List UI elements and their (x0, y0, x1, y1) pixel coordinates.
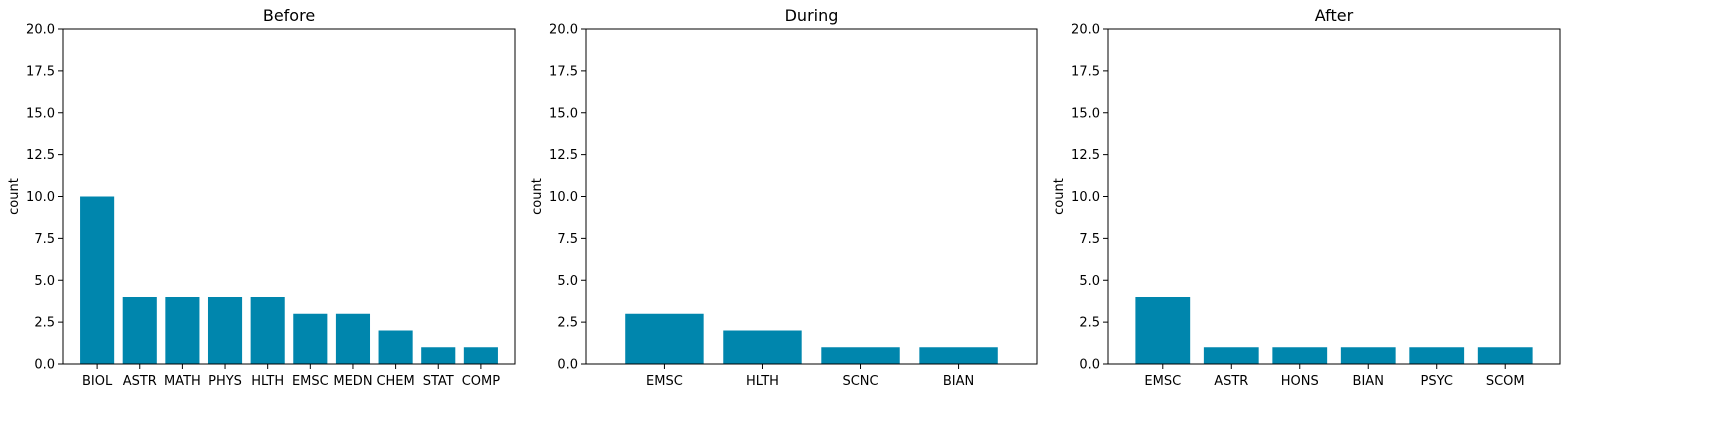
x-tick-label: BIAN (943, 374, 974, 389)
y-tick-label: 7.5 (1079, 232, 1100, 247)
y-tick-label: 12.5 (549, 148, 578, 163)
x-tick-label: CHEM (376, 374, 414, 389)
y-tick-label: 2.5 (34, 316, 55, 331)
y-tick-label: 20.0 (26, 23, 55, 38)
x-tick-label: STAT (423, 374, 454, 389)
bar-emsc (625, 313, 704, 364)
x-tick-label: HONS (1281, 374, 1319, 389)
y-tick-label: 10.0 (549, 190, 578, 205)
bar-phys (207, 297, 243, 364)
x-tick-label: ASTR (123, 374, 157, 389)
bar-scnc (821, 347, 900, 364)
y-tick-label: 17.5 (26, 64, 55, 79)
y-axis-label: count (7, 178, 22, 215)
bar-hlth (723, 330, 802, 364)
bar-bian (919, 347, 998, 364)
y-tick-label: 0.0 (557, 358, 578, 373)
y-tick-label: 20.0 (1071, 23, 1100, 38)
x-tick-label: BIOL (82, 374, 113, 389)
bar-psyc (1409, 347, 1465, 364)
x-tick-label: MEDN (333, 374, 372, 389)
bar-bian (1340, 347, 1396, 364)
x-tick-label: BIAN (1353, 374, 1384, 389)
x-tick-label: SCNC (842, 374, 878, 389)
panel-before: 0.0 2.5 5.0 7.5 10.0 12.5 15.0 17.5 20.0 BIOL ASTR… (7, 6, 516, 389)
y-tick-label: 20.0 (549, 23, 578, 38)
y-tick-label: 0.0 (34, 358, 55, 373)
x-tick-label: HLTH (746, 374, 779, 389)
bar-hons (1272, 347, 1328, 364)
x-tick-label: EMSC (1144, 374, 1181, 389)
panel-after: 0.0 2.5 5.0 7.5 10.0 12.5 15.0 17.5 20.0 EMSC ASTR… (1052, 6, 1561, 389)
x-tick-label: COMP (462, 374, 501, 389)
bar-medn (335, 313, 371, 364)
chart-title: After (1315, 6, 1354, 25)
y-tick-label: 15.0 (1071, 106, 1100, 121)
bar-math (165, 297, 200, 364)
bar-biol (80, 196, 115, 364)
y-tick-label: 10.0 (26, 190, 55, 205)
chart-title: During (785, 6, 839, 25)
y-tick-label: 12.5 (26, 148, 55, 163)
bar-astr (122, 297, 157, 364)
y-tick-label: 7.5 (557, 232, 578, 247)
y-tick-label: 2.5 (1079, 316, 1100, 331)
y-tick-label: 5.0 (557, 274, 578, 289)
y-tick-label: 0.0 (1079, 358, 1100, 373)
y-axis-label: count (1052, 178, 1067, 215)
y-tick-label: 5.0 (1079, 274, 1100, 289)
y-tick-label: 10.0 (1071, 190, 1100, 205)
bar-chem (378, 330, 413, 364)
y-tick-label: 15.0 (26, 106, 55, 121)
y-tick-label: 12.5 (1071, 148, 1100, 163)
bar-scom (1477, 347, 1533, 364)
x-tick-label: EMSC (646, 374, 683, 389)
x-tick-label: EMSC (292, 374, 329, 389)
bar-comp (463, 347, 498, 364)
y-tick-label: 2.5 (557, 316, 578, 331)
bar-emsc (293, 313, 328, 364)
bar-hlth (250, 297, 285, 364)
bar-stat (421, 347, 456, 364)
x-tick-label: PSYC (1421, 374, 1453, 389)
x-tick-label: MATH (164, 374, 201, 389)
panel-during: 0.0 2.5 5.0 7.5 10.0 12.5 15.0 17.5 20.0 EMSC HLTH… (530, 6, 1038, 389)
y-tick-label: 15.0 (549, 106, 578, 121)
y-tick-label: 5.0 (34, 274, 55, 289)
bar-astr (1203, 347, 1259, 364)
bar-emsc (1135, 297, 1191, 364)
chart-title: Before (263, 6, 315, 25)
y-tick-label: 17.5 (549, 64, 578, 79)
x-tick-label: HLTH (251, 374, 284, 389)
x-tick-label: SCOM (1486, 374, 1525, 389)
x-tick-label: ASTR (1214, 374, 1248, 389)
y-tick-label: 17.5 (1071, 64, 1100, 79)
y-axis-label: count (530, 178, 545, 215)
y-tick-label: 7.5 (34, 232, 55, 247)
x-tick-label: PHYS (208, 374, 242, 389)
